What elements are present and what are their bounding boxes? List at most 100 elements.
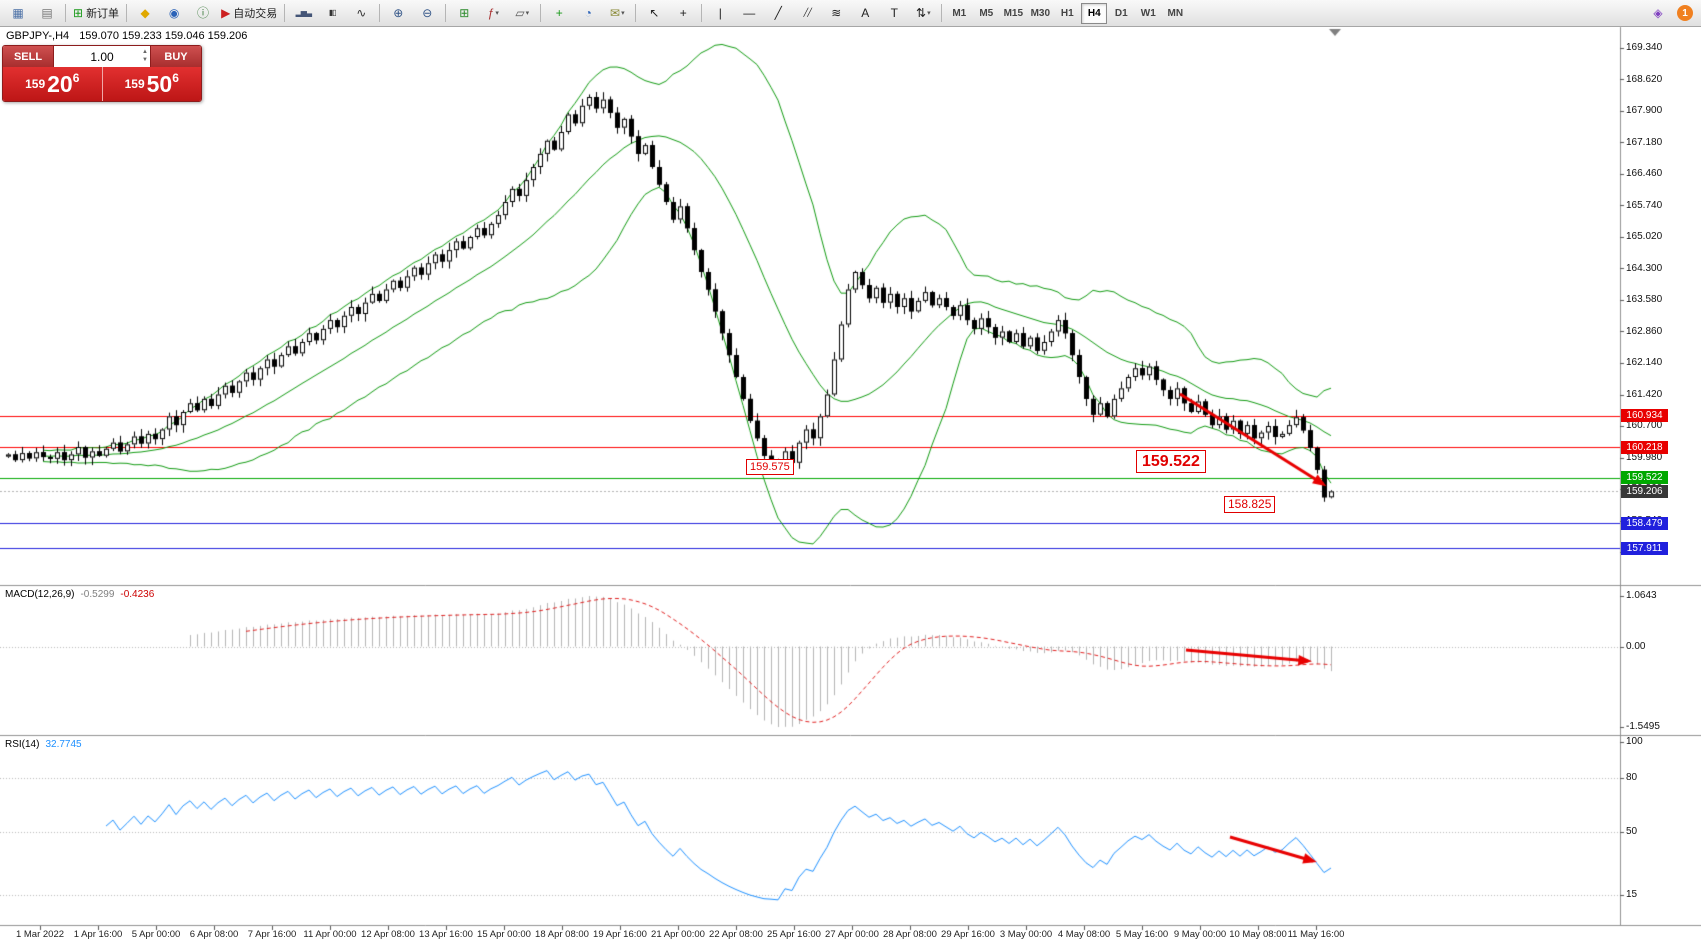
label-tool[interactable]: T	[890, 6, 898, 20]
time-axis-label[interactable]: 5 May 16:00	[1115, 929, 1169, 940]
new-indicator-icon[interactable]: +	[555, 6, 563, 20]
price-scale-label: 169.340	[1626, 42, 1663, 53]
data-window-icon[interactable]: ⓘ	[197, 6, 210, 20]
text-tool[interactable]: A	[861, 6, 870, 20]
price-scale-label: 167.900	[1626, 105, 1663, 116]
buy-price-prefix: 159	[124, 77, 145, 91]
sell-button[interactable]: SELL	[3, 46, 53, 67]
rsi-label: RSI(14) 32.7745	[5, 739, 82, 750]
time-axis-label[interactable]: 4 May 08:00	[1057, 929, 1111, 940]
time-axis-label[interactable]: 6 Apr 08:00	[189, 929, 239, 940]
macd-scale-label: 1.0643	[1626, 590, 1657, 601]
time-axis-label[interactable]: 27 Apr 00:00	[825, 929, 879, 940]
macd-label: MACD(12,26,9) -0.5299 -0.4236	[5, 589, 154, 600]
time-axis-label[interactable]: 21 Apr 00:00	[651, 929, 705, 940]
zoom-in-icon[interactable]: ⊕	[393, 6, 404, 20]
vertical-line-tool[interactable]: |	[718, 6, 722, 20]
time-axis-label[interactable]: 28 Apr 08:00	[883, 929, 937, 940]
time-axis-label[interactable]: 9 May 00:00	[1173, 929, 1227, 940]
time-axis-label[interactable]: 22 Apr 08:00	[709, 929, 763, 940]
annotation-price-158825[interactable]: 158.825	[1224, 496, 1276, 513]
timeframe-mn-button[interactable]: MN	[1167, 7, 1184, 19]
time-axis-label[interactable]: 15 Apr 00:00	[477, 929, 531, 940]
new-order-button[interactable]: ⊞ 新订单	[73, 6, 120, 20]
time-axis-label[interactable]: 25 Apr 16:00	[767, 929, 821, 940]
toolbar-separator	[701, 4, 703, 22]
price-scale-label: 162.860	[1626, 325, 1663, 337]
macd-signal-value: -0.4236	[120, 589, 155, 600]
notifications-badge[interactable]: 1	[1677, 5, 1693, 21]
period-clock-icon[interactable]: ◔	[584, 6, 592, 20]
price-scale-label: 168.620	[1626, 73, 1663, 85]
price-scale-label: 166.460	[1626, 168, 1663, 179]
price-tag-160.934: 160.934	[1621, 409, 1668, 423]
horizontal-line-tool[interactable]: —	[743, 6, 756, 20]
sell-price-pips: 20	[47, 70, 73, 97]
price-tag-160.218: 160.218	[1621, 440, 1668, 454]
time-axis-label[interactable]: 5 Apr 00:00	[131, 929, 181, 940]
profiles-icon[interactable]: ▤	[41, 6, 53, 20]
timeframe-h4-button[interactable]: H4	[1081, 2, 1108, 24]
timeframe-m30-button[interactable]: M30	[1030, 7, 1051, 19]
timeframe-m5-button[interactable]: M5	[979, 7, 994, 19]
annotation-price-159575[interactable]: 159.575	[746, 459, 794, 475]
volume-input[interactable]: 1.00 ▲ ▼	[53, 46, 151, 67]
ohlc-values: 159.070 159.233 159.046 159.206	[79, 30, 248, 42]
price-scale-label: 165.020	[1626, 231, 1663, 242]
channel-tool[interactable]: ╱╱	[803, 8, 812, 17]
time-axis-label[interactable]: 11 May 16:00	[1287, 929, 1345, 940]
fibonacci-tool[interactable]: ≋	[831, 6, 842, 20]
toolbar: ▦ ▤ ⊞ 新订单 ◆ ◉ ⓘ ▶ 自动交易 ▂▅▃ ▮▯ ∿ ⊕ ⊖ ⊞ ƒ ▾ ▱ ▾ + ◔ ✉ ▾ ↖ + | — ╱ ╱╱ ≋ A…	[0, 0, 1701, 27]
indicators-icon[interactable]: ƒ ▾	[487, 6, 499, 20]
ohlc-bars-icon[interactable]: ▂▅▃	[295, 8, 313, 17]
volume-down-icon[interactable]: ▼	[142, 57, 148, 63]
metaeditor-icon[interactable]: ◆	[140, 6, 150, 20]
crosshair-icon[interactable]: +	[679, 6, 687, 20]
candlestick-chart-icon[interactable]: ▮▯	[328, 8, 337, 17]
time-axis-label[interactable]: 11 Apr 00:00	[303, 929, 357, 940]
one-click-trading-panel: SELL 1.00 ▲ ▼ BUY 159 20 6 159 50 6	[2, 45, 202, 102]
tile-windows-icon[interactable]: ⊞	[459, 6, 470, 20]
market-watch-icon[interactable]: ◉	[168, 6, 180, 20]
time-axis-label[interactable]: 12 Apr 08:00	[361, 929, 415, 940]
cursor-icon[interactable]: ↖	[649, 6, 660, 20]
time-axis-label[interactable]: 19 Apr 16:00	[593, 929, 647, 940]
new-chart-icon[interactable]: ▦	[12, 6, 24, 20]
volume-spinner[interactable]: ▲ ▼	[142, 48, 148, 64]
time-axis-label[interactable]: 13 Apr 16:00	[419, 929, 473, 940]
buy-price[interactable]: 159 50 6	[102, 67, 201, 101]
line-chart-icon[interactable]: ∿	[356, 6, 367, 20]
trendline-tool[interactable]: ╱	[774, 6, 782, 20]
objects-list-icon[interactable]: ▱ ▾	[515, 6, 530, 20]
rsi-scale-label: 100	[1626, 736, 1643, 747]
timeframe-m1-button[interactable]: M1	[952, 7, 967, 19]
snapshot-icon[interactable]: ✉ ▾	[610, 6, 625, 20]
zoom-out-icon[interactable]: ⊖	[422, 6, 433, 20]
time-axis-label[interactable]: 1 Apr 16:00	[73, 929, 123, 940]
volume-up-icon[interactable]: ▲	[142, 49, 148, 55]
annotation-price-159522[interactable]: 159.522	[1136, 450, 1206, 473]
toolbar-separator	[540, 4, 542, 22]
time-axis-label[interactable]: 18 Apr 08:00	[535, 929, 589, 940]
toolbar-separator	[284, 4, 286, 22]
rsi-scale-label: 15	[1626, 889, 1638, 900]
time-axis-label[interactable]: 1 Mar 2022	[15, 929, 65, 940]
time-axis-label[interactable]: 10 May 08:00	[1229, 929, 1287, 940]
buy-button[interactable]: BUY	[151, 46, 201, 67]
timeframe-d1-button[interactable]: D1	[1114, 7, 1128, 19]
community-icon[interactable]: ◈	[1653, 6, 1663, 20]
buy-price-point: 6	[172, 71, 179, 85]
time-axis-label[interactable]: 7 Apr 16:00	[247, 929, 297, 940]
rsi-title: RSI(14)	[5, 739, 40, 750]
sell-price-prefix: 159	[25, 77, 46, 91]
arrows-tool[interactable]: ⇅ ▾	[916, 6, 931, 20]
price-scale-label: 167.180	[1626, 136, 1663, 148]
timeframe-m15-button[interactable]: M15	[1003, 7, 1024, 19]
sell-price[interactable]: 159 20 6	[3, 67, 103, 101]
timeframe-w1-button[interactable]: W1	[1140, 7, 1156, 19]
time-axis-label[interactable]: 3 May 00:00	[999, 929, 1053, 940]
timeframe-h1-button[interactable]: H1	[1060, 7, 1074, 19]
autotrading-button[interactable]: ▶ 自动交易	[221, 6, 278, 20]
time-axis-label[interactable]: 29 Apr 16:00	[941, 929, 995, 940]
